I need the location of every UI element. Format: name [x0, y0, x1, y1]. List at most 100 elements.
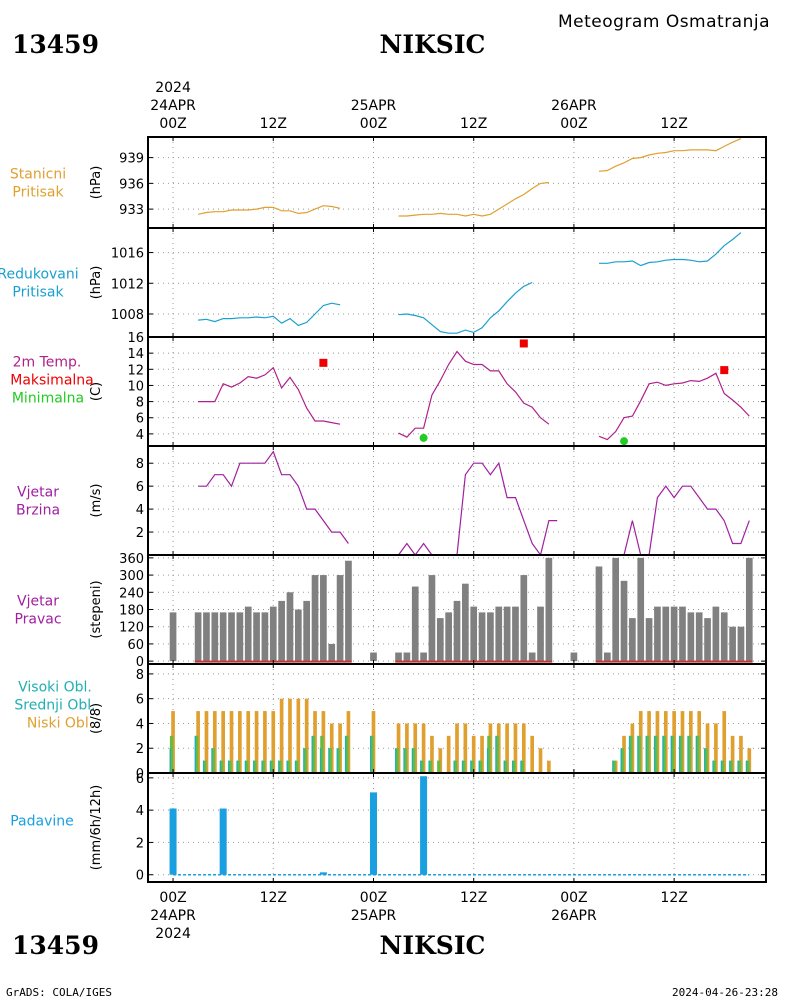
high-cloud-bar [228, 760, 230, 773]
time-label-top: 00Z [560, 116, 587, 132]
y-tick-label: 240 [119, 586, 144, 601]
high-cloud-bar [202, 760, 205, 773]
mid-cloud-bar [270, 760, 274, 773]
wind-dir-bar [654, 606, 661, 662]
y-tick-label: 4 [136, 804, 144, 819]
station-pressure-line [197, 205, 341, 215]
wind-dir-bar [612, 557, 620, 662]
mid-cloud-bar [336, 748, 341, 773]
wind-speed-line [398, 461, 558, 557]
high-cloud-bar [470, 760, 472, 773]
mid-cloud-bar [303, 748, 307, 773]
time-date-bottom: 24APR [150, 908, 196, 924]
y-tick-label: 1008 [111, 308, 144, 323]
y-axis-label: (m/s) [89, 484, 104, 518]
wind-dir-bar [712, 606, 720, 662]
wind-dir-bar [328, 643, 336, 662]
wind-dir-bar [219, 612, 227, 662]
wind-dir-bar [269, 606, 277, 662]
mid-cloud-bar [428, 760, 433, 773]
mid-cloud-bar [612, 760, 616, 773]
text-layer: 933936939(hPa)100810121016(hPa)468101214… [0, 80, 688, 942]
wind-dir-bar [720, 612, 728, 662]
mid-cloud-bar [395, 748, 399, 773]
wind-dir-bar [478, 612, 486, 662]
wind-dir-bar [428, 575, 436, 662]
wind-dir-bar [470, 606, 478, 662]
y-axis-label: (8/8) [89, 703, 104, 734]
time-label-top: 12Z [260, 116, 287, 132]
station-pressure-line [598, 138, 742, 172]
panel-label: Pritisak [12, 285, 64, 301]
low-cloud-bar [254, 711, 259, 773]
high-cloud-bar [336, 748, 338, 773]
low-cloud-bar [421, 723, 426, 773]
high-cloud-bar [411, 748, 414, 773]
high-cloud-bar [712, 760, 714, 773]
time-label-bottom: 00Z [360, 890, 387, 906]
high-cloud-bar [670, 735, 672, 773]
low-cloud-bar [279, 698, 284, 773]
mid-cloud-bar [704, 748, 708, 773]
low-cloud-bar [739, 735, 743, 773]
low-cloud-bar [446, 735, 451, 773]
high-cloud-bar [194, 735, 196, 773]
wind-dir-bar [244, 606, 252, 662]
y-tick-label: 4 [136, 717, 144, 732]
time-year-top: 2024 [155, 80, 191, 96]
low-cloud-bar [288, 698, 292, 773]
high-cloud-bar [269, 760, 272, 773]
wind-dir-bar [453, 600, 461, 662]
wind-dir-bar [620, 580, 628, 662]
mid-cloud-bar [687, 735, 692, 773]
wind-dir-bar [528, 652, 536, 662]
mid-cloud-bar [478, 760, 483, 773]
wind-dir-bar [278, 600, 285, 662]
y-tick-label: 1012 [111, 277, 144, 292]
high-cloud-bar [503, 760, 505, 773]
wind-dir-bar [679, 606, 686, 662]
wind-dir-bar [737, 626, 745, 662]
mid-cloud-bar [512, 760, 516, 773]
time-label-top: 00Z [159, 116, 186, 132]
station-id-top: 13459 [12, 30, 99, 59]
high-cloud-bar [253, 760, 255, 773]
y-tick-label: 0 [136, 869, 144, 884]
low-cloud-bar [521, 723, 526, 773]
low-cloud-bar [304, 698, 309, 773]
y-tick-label: 60 [127, 638, 144, 653]
station-name-top: NIKSIC [379, 30, 486, 59]
mid-cloud-bar [495, 735, 499, 773]
wind-dir-bar [570, 652, 578, 662]
time-label-bottom: 12Z [460, 890, 487, 906]
y-tick-label: 2 [136, 526, 144, 541]
wind-dir-bar [203, 612, 210, 662]
high-cloud-bar [311, 735, 313, 773]
time-label-bottom: 12Z [660, 890, 687, 906]
tmin-marker [620, 437, 629, 446]
low-cloud-bar [430, 735, 434, 773]
tmax-marker [720, 366, 729, 375]
high-cloud-bar [628, 735, 631, 773]
high-cloud-bar [511, 760, 514, 773]
mid-cloud-bar [721, 760, 725, 773]
time-label-top: 12Z [660, 116, 687, 132]
high-cloud-bar [344, 735, 347, 773]
high-cloud-bar [737, 760, 739, 773]
high-cloud-bar [687, 735, 689, 773]
y-tick-label: 360 [119, 552, 144, 567]
panel-label: Brzina [16, 503, 60, 519]
mid-cloud-bar [253, 760, 257, 773]
temperature-line [398, 350, 550, 438]
mid-cloud-bar [654, 735, 658, 773]
wind-dir-bar [370, 652, 377, 662]
wind-dir-bar [194, 612, 202, 662]
wind-dir-bar [395, 652, 402, 662]
wind-dir-bar [729, 626, 736, 662]
y-tick-label: 939 [119, 152, 144, 167]
y-tick-label: 8 [136, 457, 144, 472]
low-cloud-bar [229, 711, 234, 773]
low-cloud-bar [271, 711, 276, 773]
mid-cloud-bar [236, 760, 241, 773]
precip-trace-bar [319, 872, 327, 875]
